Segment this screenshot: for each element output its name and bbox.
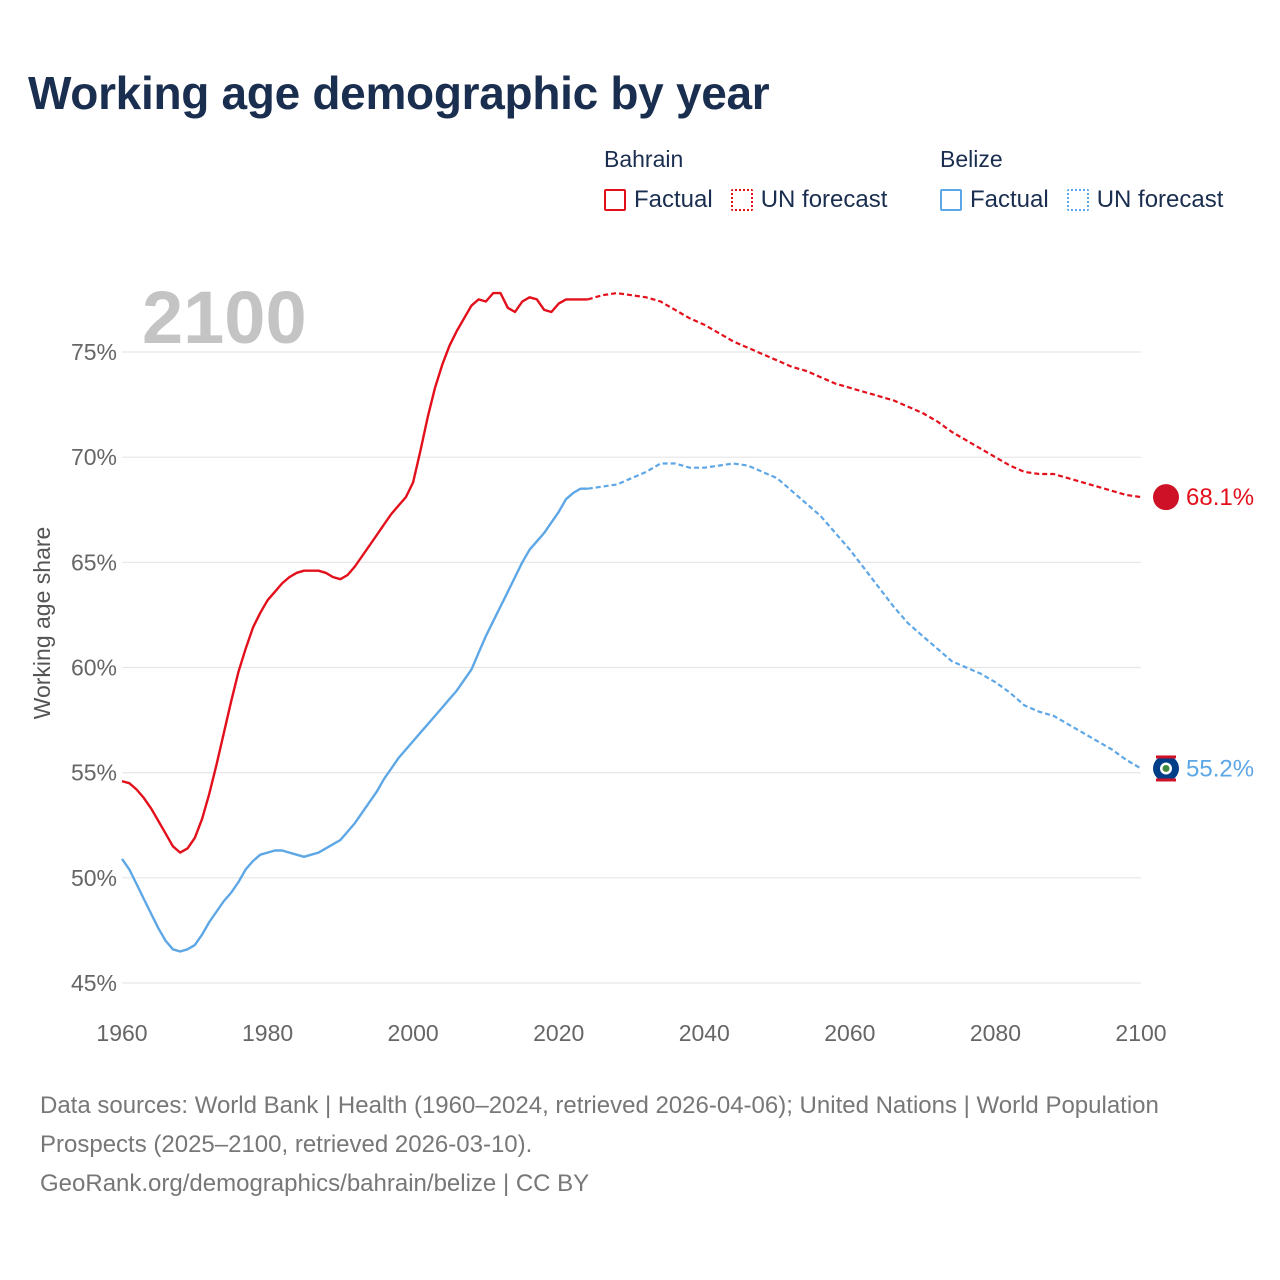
legend-item-bahrain-forecast[interactable]: UN forecast	[730, 186, 888, 214]
legend-item-bahrain-factual[interactable]: Factual	[604, 186, 713, 214]
belize-factual-line	[121, 487, 588, 953]
series-lines	[121, 291, 1142, 953]
legend-group-name: Bahrain	[604, 146, 684, 172]
x-tick-label: 2080	[970, 1020, 1021, 1046]
footer: Data sources: World Bank | Health (1960–…	[40, 1086, 1230, 1203]
x-tick-label: 2020	[533, 1020, 584, 1046]
x-tick-label: 1960	[96, 1020, 147, 1046]
x-tick-label: 2100	[1115, 1020, 1166, 1046]
end-markers: 68.1% 55.2%	[1153, 484, 1254, 782]
chart-title: Working age demographic by year	[28, 67, 770, 119]
bahrain-forecast-line	[587, 292, 1142, 499]
dotted-line-swatch-icon	[730, 189, 753, 211]
dotted-line-swatch-icon	[1066, 189, 1089, 211]
legend-label: Factual	[970, 186, 1049, 213]
legend-label: Factual	[634, 186, 713, 213]
legend-label: UN forecast	[1096, 186, 1224, 213]
y-tick-label: 75%	[71, 339, 117, 365]
y-axis: 45% 50% 55% 60% 65% 70% 75%	[71, 339, 117, 996]
solid-line-swatch-icon	[940, 189, 962, 211]
x-tick-label: 2040	[679, 1020, 730, 1046]
bahrain-end-value: 68.1%	[1186, 484, 1254, 511]
legend-item-belize-forecast[interactable]: UN forecast	[1066, 186, 1224, 214]
belize-end-value: 55.2%	[1186, 755, 1254, 782]
y-tick-label: 50%	[71, 865, 117, 891]
bahrain-flag-icon	[1153, 484, 1179, 511]
legend-group-belize: Belize Factual UN forecast	[940, 146, 1241, 214]
x-tick-label: 2000	[388, 1020, 439, 1046]
attribution: GeoRank.org/demographics/bahrain/belize …	[40, 1170, 590, 1197]
legend-group-name: Belize	[940, 146, 1003, 172]
belize-flag-icon	[1153, 755, 1179, 782]
line-chart: 2100 45% 50% 55% 60% 65% 70% 75% 1960 1980 2000 2…	[29, 276, 1254, 1046]
y-axis-label: Working age share	[29, 527, 55, 720]
year-watermark: 2100	[142, 276, 307, 359]
grid	[122, 351, 1141, 984]
legend-item-belize-factual[interactable]: Factual	[940, 186, 1049, 214]
x-tick-label: 1980	[242, 1020, 293, 1046]
y-tick-label: 55%	[71, 760, 117, 786]
y-tick-label: 65%	[71, 549, 117, 575]
legend-label: UN forecast	[760, 186, 888, 213]
x-tick-label: 2060	[824, 1020, 875, 1046]
y-tick-label: 60%	[71, 655, 117, 681]
belize-forecast-line	[587, 462, 1142, 770]
solid-line-swatch-icon	[604, 189, 626, 211]
y-tick-label: 70%	[71, 444, 117, 470]
y-tick-label: 45%	[71, 970, 117, 996]
bahrain-factual-line	[121, 291, 588, 854]
x-axis: 1960 1980 2000 2020 2040 2060 2080 2100	[96, 1020, 1166, 1046]
legend-group-bahrain: Bahrain Factual UN forecast	[604, 146, 905, 214]
data-sources: Data sources: World Bank | Health (1960–…	[40, 1092, 1159, 1158]
